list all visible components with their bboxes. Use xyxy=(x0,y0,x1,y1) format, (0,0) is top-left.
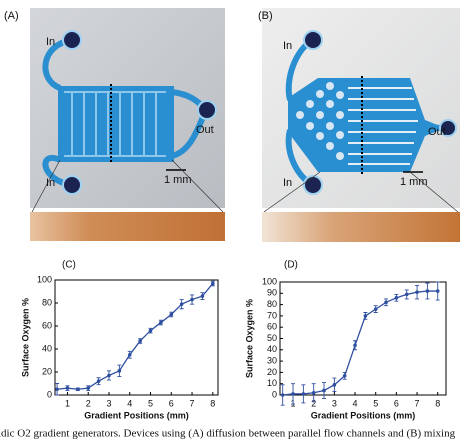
x-tick-label: 3 xyxy=(106,398,111,408)
y-tick-label: 10 xyxy=(267,378,277,388)
data-line xyxy=(282,290,438,396)
data-point xyxy=(55,387,59,392)
data-point xyxy=(159,320,163,325)
x-axis-label: Gradient Positions (mm) xyxy=(84,410,189,420)
inlet-label: In xyxy=(46,177,55,189)
data-point xyxy=(107,373,111,378)
oxygen-strip xyxy=(262,212,460,242)
data-point xyxy=(127,352,132,357)
y-tick-label: 60 xyxy=(267,322,277,332)
data-point xyxy=(117,369,122,373)
y-tick-label: 70 xyxy=(267,310,277,320)
data-point xyxy=(363,314,368,318)
ports xyxy=(62,30,217,195)
plot-frame xyxy=(279,281,447,396)
y-tick-label: 0 xyxy=(272,389,277,399)
data-point xyxy=(322,388,326,393)
data-point xyxy=(332,383,337,387)
mixer-islands xyxy=(296,82,344,160)
y-tick-label: 30 xyxy=(267,355,277,365)
y-tick-label: 0 xyxy=(47,389,52,399)
channel-array xyxy=(58,86,174,162)
data-point xyxy=(404,292,409,297)
x-tick-label: 7 xyxy=(415,398,420,408)
panel-label: (D) xyxy=(284,260,298,271)
x-axis-label: Gradient Positions (mm) xyxy=(311,410,416,420)
y-tick-label: 90 xyxy=(267,288,277,298)
channel-walls xyxy=(348,87,418,165)
channel-walls xyxy=(64,91,166,157)
data-point xyxy=(190,297,194,302)
data-point xyxy=(291,392,295,396)
data-point xyxy=(435,289,440,293)
x-tick-label: 3 xyxy=(332,398,337,408)
x-tick-label: 5 xyxy=(373,398,378,408)
ports xyxy=(303,30,457,195)
outlet-label: Out xyxy=(196,124,214,136)
data-point xyxy=(169,312,174,317)
caption: idic O2 gradient generators. Devices usi… xyxy=(0,428,456,440)
y-tick-label: 40 xyxy=(267,344,277,354)
data-point xyxy=(425,289,430,293)
data-point xyxy=(342,373,347,378)
data-point xyxy=(353,343,357,348)
y-tick-label: 80 xyxy=(267,299,277,309)
data-point xyxy=(211,281,215,286)
data-point xyxy=(373,307,378,311)
data-point xyxy=(96,379,101,384)
data-point xyxy=(76,387,80,392)
mixer-network xyxy=(288,78,440,172)
x-tick-label: 5 xyxy=(148,398,153,408)
zoom-lines xyxy=(31,159,224,213)
photo-a: (A) In In Out 1 mm xyxy=(4,8,225,241)
data-point xyxy=(301,392,306,396)
x-tick-label: 6 xyxy=(394,398,399,408)
data-line xyxy=(57,283,214,390)
panel-label: (B) xyxy=(258,10,273,22)
data-point xyxy=(394,296,399,300)
data-point xyxy=(148,328,153,333)
data-point xyxy=(311,390,316,395)
x-tick-label: 2 xyxy=(311,398,316,408)
x-tick-label: 4 xyxy=(353,398,358,408)
x-tick-label: 6 xyxy=(169,398,174,408)
y-tick-label: 100 xyxy=(37,274,52,284)
inlet-label: In xyxy=(283,177,292,189)
x-tick-label: 8 xyxy=(435,398,440,408)
data-point xyxy=(280,393,285,397)
photo-b: (B) In In Out 1 mm xyxy=(258,8,460,242)
data-point xyxy=(415,290,419,294)
data-point xyxy=(179,302,184,306)
y-tick-label: 20 xyxy=(42,366,52,376)
zoom-lines xyxy=(263,171,459,213)
data-point xyxy=(65,386,70,390)
data-point xyxy=(138,339,142,343)
scale-label: 1 mm xyxy=(400,176,428,188)
inlet-label: In xyxy=(46,36,55,48)
y-tick-label: 80 xyxy=(42,297,52,307)
x-tick-label: 7 xyxy=(190,398,195,408)
data-point xyxy=(86,386,91,390)
x-tick-label: 8 xyxy=(210,398,215,408)
x-tick-label: 4 xyxy=(127,398,132,408)
y-axis-label: Surface Oxygen % xyxy=(244,299,254,378)
panel-label: (A) xyxy=(4,10,19,22)
y-tick-label: 60 xyxy=(42,320,52,330)
outlet-label: Out xyxy=(428,126,446,138)
scale-label: 1 mm xyxy=(164,174,192,186)
y-tick-label: 50 xyxy=(267,333,277,343)
data-point xyxy=(384,300,388,305)
y-axis-label: Surface Oxygen % xyxy=(20,298,30,377)
y-tick-label: 40 xyxy=(42,343,52,353)
x-tick-label: 1 xyxy=(65,398,70,408)
y-tick-label: 100 xyxy=(262,276,277,286)
inlet-label: In xyxy=(283,40,292,52)
y-tick-label: 20 xyxy=(267,367,277,377)
x-tick-label: 2 xyxy=(86,398,91,408)
oxygen-strip xyxy=(30,212,225,241)
data-point xyxy=(200,294,205,298)
plot-frame xyxy=(54,279,219,396)
panel-label: (C) xyxy=(62,260,76,271)
